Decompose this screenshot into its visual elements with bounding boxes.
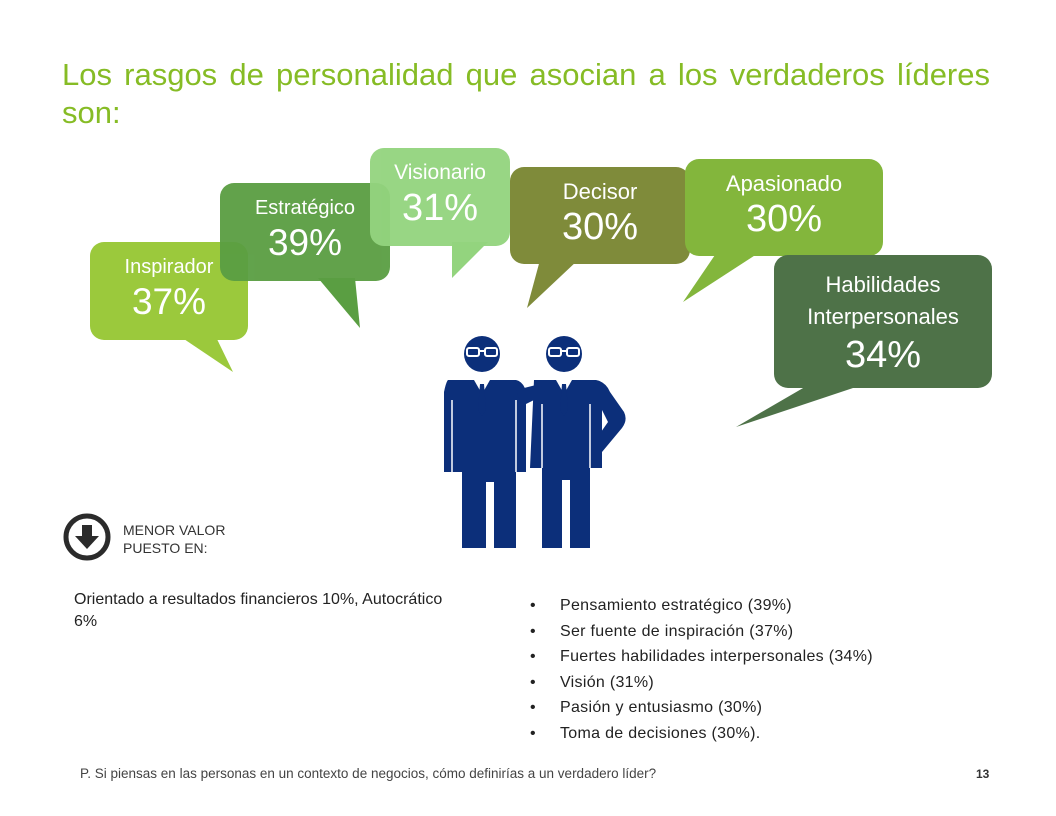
bubble-value: 37% <box>131 281 207 322</box>
bubble-label: Visionario <box>394 161 486 184</box>
list-item: Toma de decisiones (30%). <box>530 721 873 747</box>
page-number: 13 <box>976 767 990 781</box>
bubble-estrategico: Estratégico 39% <box>220 183 390 281</box>
bubble-decisor: Decisor 30% <box>510 167 690 264</box>
two-businessmen-icon <box>444 336 626 548</box>
bubble-habilidades: Habilidades Interpersonales 34% <box>774 255 992 388</box>
tail-inspirador <box>178 335 233 372</box>
bubble-value: 30% <box>745 198 823 240</box>
bubble-label: Apasionado <box>725 171 843 196</box>
traits-list: Pensamiento estratégico (39%) Ser fuente… <box>530 593 873 746</box>
tail-visionario <box>452 242 488 278</box>
footer-question: P. Si piensas en las personas en un cont… <box>80 766 657 781</box>
list-item: Fuertes habilidades interpersonales (34%… <box>530 644 873 670</box>
tail-habilidades <box>736 384 865 427</box>
list-item: Ser fuente de inspiración (37%) <box>530 619 873 645</box>
bubble-value: 30% <box>561 206 639 248</box>
bubble-value: 39% <box>267 222 343 263</box>
tail-estrategico <box>318 278 360 328</box>
page-title: Los rasgos de personalidad que asocian a… <box>62 57 990 130</box>
bubble-label: Inspirador <box>124 256 214 278</box>
list-item: Pensamiento estratégico (39%) <box>530 593 873 619</box>
bubble-value: 34% <box>844 334 922 376</box>
tail-decisor <box>527 260 578 308</box>
lowest-text: Orientado a resultados financieros 10%, … <box>74 591 443 630</box>
bubble-value: 31% <box>401 187 479 229</box>
bubble-apasionado: Apasionado 30% <box>685 159 883 256</box>
down-arrow-circle-icon <box>63 513 111 561</box>
bubble-label: Habilidades Interpersonales <box>807 272 959 329</box>
tail-apasionado <box>683 252 760 302</box>
list-item: Pasión y entusiasmo (30%) <box>530 695 873 721</box>
bubble-label: Decisor <box>562 179 638 204</box>
lowest-heading: MENOR VALOR PUESTO EN: <box>123 522 226 556</box>
bubble-label: Estratégico <box>254 197 356 219</box>
bubble-visionario: Visionario 31% <box>370 148 510 246</box>
list-item: Visión (31%) <box>530 670 873 696</box>
